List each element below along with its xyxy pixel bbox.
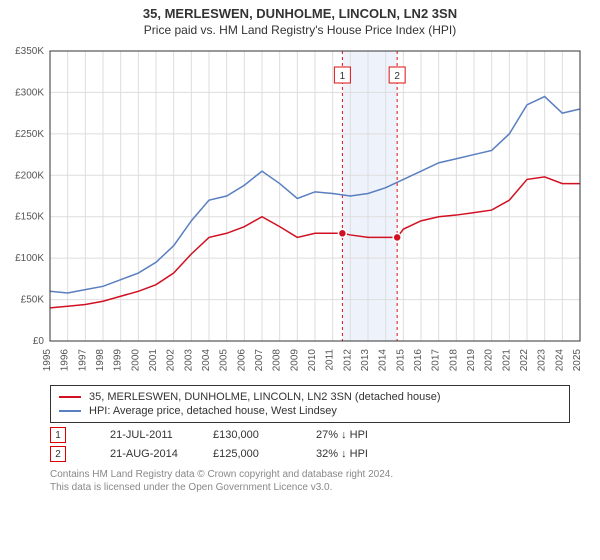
- y-tick-label: £300K: [15, 87, 44, 98]
- x-tick-label: 2006: [236, 349, 247, 372]
- legend-swatch: [59, 396, 81, 398]
- sale-price: £130,000: [213, 429, 308, 441]
- x-tick-label: 2024: [554, 349, 565, 372]
- sale-delta: 27% ↓ HPI: [316, 429, 411, 441]
- sale-marker-number: 1: [340, 71, 346, 82]
- x-tick-label: 2010: [307, 349, 318, 372]
- x-tick-label: 2020: [484, 349, 495, 372]
- sale-row: 2 21-AUG-2014 £125,000 32% ↓ HPI: [50, 446, 570, 462]
- sale-point: [338, 229, 346, 237]
- x-tick-label: 2017: [431, 349, 442, 372]
- x-tick-label: 1998: [95, 349, 106, 372]
- legend: 35, MERLESWEN, DUNHOLME, LINCOLN, LN2 3S…: [50, 385, 570, 423]
- x-tick-label: 2022: [519, 349, 530, 372]
- sales-table: 1 21-JUL-2011 £130,000 27% ↓ HPI 2 21-AUG-201…: [0, 427, 600, 462]
- legend-swatch: [59, 410, 81, 412]
- x-tick-label: 2021: [501, 349, 512, 372]
- price-chart: 1 2 £0 £50K £100K £150K £200K £250K £300K £350K 19…: [0, 41, 600, 381]
- x-tick-label: 1996: [60, 349, 71, 372]
- x-tick-label: 2009: [289, 349, 300, 372]
- y-tick-label: £200K: [15, 170, 44, 181]
- sale-row-marker: 1: [50, 427, 66, 443]
- y-tick-label: £0: [33, 336, 45, 347]
- sale-row: 1 21-JUL-2011 £130,000 27% ↓ HPI: [50, 427, 570, 443]
- x-tick-label: 1997: [77, 349, 88, 372]
- legend-item: 35, MERLESWEN, DUNHOLME, LINCOLN, LN2 3S…: [59, 390, 561, 404]
- legend-label: 35, MERLESWEN, DUNHOLME, LINCOLN, LN2 3S…: [89, 391, 441, 403]
- x-tick-label: 2025: [572, 349, 583, 372]
- chart-title: 35, MERLESWEN, DUNHOLME, LINCOLN, LN2 3S…: [0, 0, 600, 21]
- x-tick-label: 2014: [378, 349, 389, 372]
- x-tick-label: 2012: [342, 349, 353, 372]
- footer-line-2: This data is licensed under the Open Gov…: [50, 482, 332, 493]
- y-tick-label: £350K: [15, 46, 44, 57]
- sale-price: £125,000: [213, 448, 308, 460]
- x-tick-label: 2019: [466, 349, 477, 372]
- legend-label: HPI: Average price, detached house, West…: [89, 405, 337, 417]
- x-tick-label: 2016: [413, 349, 424, 372]
- x-tick-label: 2001: [148, 349, 159, 372]
- legend-item: HPI: Average price, detached house, West…: [59, 404, 561, 418]
- x-tick-label: 2000: [130, 349, 141, 372]
- x-tick-label: 2007: [254, 349, 265, 372]
- sale-row-marker: 2: [50, 446, 66, 462]
- y-tick-label: £150K: [15, 212, 44, 223]
- x-tick-label: 2003: [183, 349, 194, 372]
- y-tick-label: £100K: [15, 253, 44, 264]
- sale-date: 21-JUL-2011: [110, 429, 205, 441]
- x-tick-label: 2011: [325, 349, 336, 371]
- x-tick-label: 1999: [113, 349, 124, 372]
- x-tick-label: 2004: [201, 349, 212, 372]
- sale-point: [393, 233, 401, 241]
- sale-delta: 32% ↓ HPI: [316, 448, 411, 460]
- x-tick-label: 2023: [537, 349, 548, 372]
- x-tick-label: 2013: [360, 349, 371, 372]
- x-tick-label: 1995: [42, 349, 53, 372]
- x-tick-label: 2008: [272, 349, 283, 372]
- x-tick-label: 2005: [219, 349, 230, 372]
- y-tick-label: £50K: [21, 295, 45, 306]
- footer-line-1: Contains HM Land Registry data © Crown c…: [50, 469, 393, 480]
- footer-attribution: Contains HM Land Registry data © Crown c…: [50, 468, 570, 494]
- x-tick-label: 2018: [448, 349, 459, 372]
- chart-subtitle: Price paid vs. HM Land Registry's House …: [0, 21, 600, 41]
- sale-marker-number: 2: [394, 71, 400, 82]
- x-tick-label: 2002: [166, 349, 177, 372]
- x-tick-label: 2015: [395, 349, 406, 372]
- y-tick-label: £250K: [15, 129, 44, 140]
- sale-date: 21-AUG-2014: [110, 448, 205, 460]
